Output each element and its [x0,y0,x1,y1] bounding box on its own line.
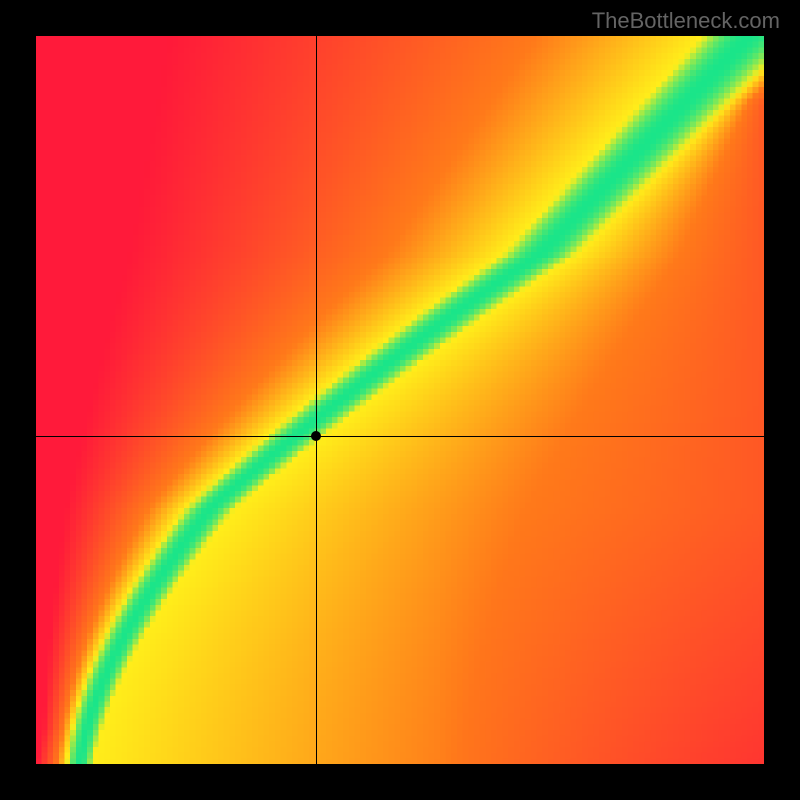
plot-area [36,36,764,764]
watermark-text: TheBottleneck.com [592,8,780,34]
crosshair-horizontal [36,436,764,437]
crosshair-vertical [316,36,317,764]
chart-container: TheBottleneck.com [0,0,800,800]
crosshair-marker [311,431,321,441]
heatmap-canvas [36,36,764,764]
